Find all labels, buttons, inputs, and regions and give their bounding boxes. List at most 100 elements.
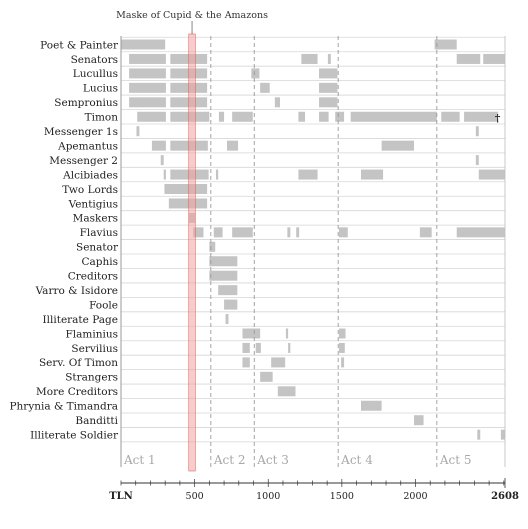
act-label: Act 5 bbox=[439, 453, 472, 467]
presence-bar bbox=[218, 285, 238, 296]
death-marker: † bbox=[495, 112, 501, 124]
presence-bar bbox=[319, 82, 338, 93]
presence-bar bbox=[232, 227, 253, 238]
presence-bar bbox=[475, 126, 479, 137]
presence-bar bbox=[434, 39, 457, 50]
presence-bar bbox=[209, 256, 238, 267]
presence-bar bbox=[193, 227, 204, 238]
presence-bar bbox=[361, 169, 384, 180]
presence-bar bbox=[475, 155, 479, 166]
presence-bar bbox=[242, 328, 261, 339]
presence-bar bbox=[301, 53, 318, 64]
presence-bar bbox=[209, 270, 238, 281]
character-label: Lucius bbox=[83, 83, 118, 95]
presence-bar bbox=[213, 227, 223, 238]
character-label: Messenger 1s bbox=[44, 126, 118, 138]
presence-bar bbox=[271, 357, 286, 368]
presence-bar bbox=[129, 53, 166, 64]
presence-bar bbox=[136, 126, 140, 137]
presence-bar bbox=[255, 342, 261, 353]
presence-bar bbox=[242, 357, 250, 368]
character-label: Apemantus bbox=[57, 140, 118, 152]
presence-bar bbox=[251, 68, 260, 79]
act-label: Act 2 bbox=[213, 453, 246, 467]
presence-bar bbox=[260, 371, 273, 382]
presence-bar bbox=[218, 111, 225, 122]
presence-bar bbox=[298, 169, 318, 180]
presence-bar bbox=[225, 314, 229, 325]
presence-bar bbox=[456, 53, 481, 64]
presence-bar bbox=[274, 97, 281, 108]
presence-bar bbox=[327, 53, 331, 64]
x-tick-label: 1000 bbox=[256, 491, 280, 502]
character-label: Strangers bbox=[65, 372, 118, 384]
presence-bar bbox=[483, 53, 505, 64]
character-label: More Creditors bbox=[36, 386, 118, 398]
act-dividers: Act 1 Act 2 Act 3 Act 4 Act 5 bbox=[120, 36, 506, 467]
highlight-band-rect bbox=[188, 33, 196, 472]
character-label: Illiterate Soldier bbox=[30, 429, 119, 441]
character-label: Sempronius bbox=[54, 97, 118, 109]
presence-bar bbox=[298, 111, 306, 122]
presence-bar bbox=[338, 342, 345, 353]
character-label: Servilius bbox=[71, 343, 118, 355]
presence-bar bbox=[338, 227, 348, 238]
presence-bar bbox=[164, 184, 208, 194]
presence-bar bbox=[215, 169, 219, 180]
x-axis-title: TLN bbox=[109, 491, 133, 502]
presence-bar bbox=[414, 415, 424, 426]
x-tick-label: 500 bbox=[186, 491, 204, 502]
presence-bar bbox=[338, 328, 346, 339]
character-label: Alcibiades bbox=[62, 169, 118, 181]
presence-bar bbox=[137, 111, 166, 122]
presence-bar bbox=[456, 227, 505, 238]
character-label: Ventigius bbox=[68, 198, 118, 210]
character-label: Timon bbox=[85, 112, 119, 124]
character-label: Serv. Of Timon bbox=[39, 357, 118, 369]
character-label: Senator bbox=[76, 242, 119, 254]
presence-bar bbox=[277, 386, 296, 397]
presence-bar bbox=[242, 342, 250, 353]
character-label: Creditors bbox=[68, 271, 118, 283]
character-label: Varro & Isidore bbox=[35, 285, 118, 297]
presence-bar bbox=[341, 357, 345, 368]
x-tick-label: 1500 bbox=[330, 491, 354, 502]
presence-bar bbox=[260, 82, 270, 93]
highlight-label: Maske of Cupid & the Amazons bbox=[116, 10, 268, 21]
presence-bar bbox=[477, 429, 481, 440]
presence-bar bbox=[224, 299, 238, 310]
character-label: Banditti bbox=[75, 415, 118, 427]
presence-bar bbox=[464, 111, 498, 122]
character-label: Maskers bbox=[73, 213, 118, 225]
presence-bar bbox=[419, 227, 432, 238]
presence-bar bbox=[151, 140, 166, 151]
character-label: Flaminius bbox=[66, 328, 119, 340]
presence-bar bbox=[478, 169, 505, 180]
presence-bar bbox=[129, 82, 166, 93]
presence-bar bbox=[319, 97, 338, 108]
presence-bar bbox=[129, 68, 166, 79]
act-label: Act 3 bbox=[256, 453, 289, 467]
presence-bar bbox=[160, 155, 164, 166]
presence-bar bbox=[129, 97, 166, 108]
presence-bar bbox=[296, 227, 300, 238]
act-label: Act 1 bbox=[123, 453, 156, 467]
character-label: Messenger 2 bbox=[49, 155, 118, 167]
presence-bar bbox=[361, 400, 382, 411]
presence-bar bbox=[121, 39, 166, 50]
presence-bar bbox=[209, 241, 216, 252]
character-labels: Poet & Painter Senators Lucullus Lucius Semp… bbox=[9, 39, 500, 441]
character-label: Two Lords bbox=[62, 184, 118, 196]
presence-bar bbox=[381, 140, 415, 151]
act-label: Act 4 bbox=[340, 453, 373, 467]
presence-bar bbox=[168, 198, 208, 209]
presence-bar bbox=[319, 111, 329, 122]
x-tick-label: 2000 bbox=[403, 491, 427, 502]
presence-bar bbox=[288, 342, 291, 353]
presence-bar bbox=[335, 111, 345, 122]
x-axis-end-label: 2608 bbox=[491, 491, 519, 502]
presence-bar bbox=[350, 111, 437, 122]
character-label: Foole bbox=[89, 299, 118, 311]
